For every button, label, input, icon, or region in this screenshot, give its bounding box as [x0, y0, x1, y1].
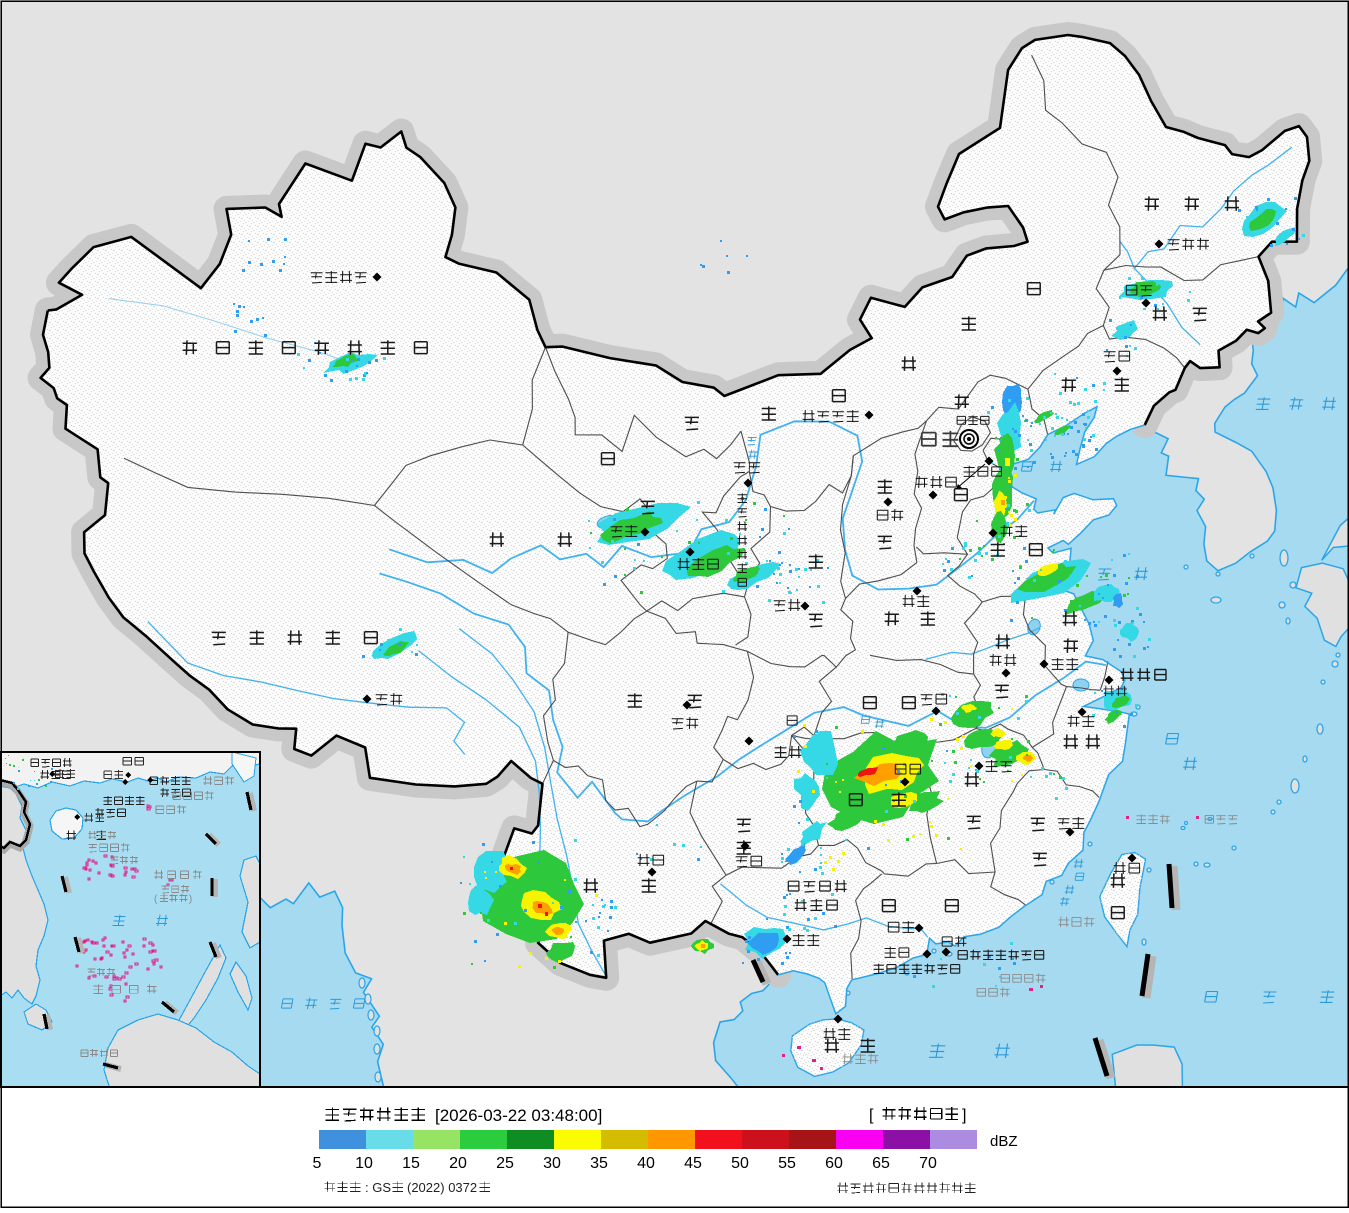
svg-text:55: 55: [778, 1155, 796, 1172]
svg-text:35: 35: [590, 1155, 608, 1172]
svg-text:: GS: : GS: [365, 1180, 391, 1195]
svg-text:60: 60: [825, 1155, 843, 1172]
svg-text:30: 30: [543, 1155, 561, 1172]
svg-text:(: (: [154, 894, 158, 905]
svg-text:15: 15: [402, 1155, 420, 1172]
svg-text:20: 20: [449, 1155, 467, 1172]
svg-text:45: 45: [684, 1155, 702, 1172]
svg-text:]: ]: [962, 1107, 966, 1124]
svg-text:[: [: [869, 1107, 874, 1124]
svg-text:40: 40: [637, 1155, 655, 1172]
svg-text:50: 50: [731, 1155, 749, 1172]
svg-text:dBZ: dBZ: [990, 1133, 1018, 1150]
svg-text:10: 10: [355, 1155, 373, 1172]
svg-text:70: 70: [919, 1155, 937, 1172]
svg-text:[2026-03-22 03:48:00]: [2026-03-22 03:48:00]: [435, 1106, 602, 1125]
svg-text:25: 25: [496, 1155, 514, 1172]
svg-text:(2022) 0372: (2022) 0372: [407, 1180, 477, 1195]
svg-text:): ): [189, 894, 192, 905]
svg-text:65: 65: [872, 1155, 890, 1172]
svg-text:5: 5: [313, 1155, 322, 1172]
